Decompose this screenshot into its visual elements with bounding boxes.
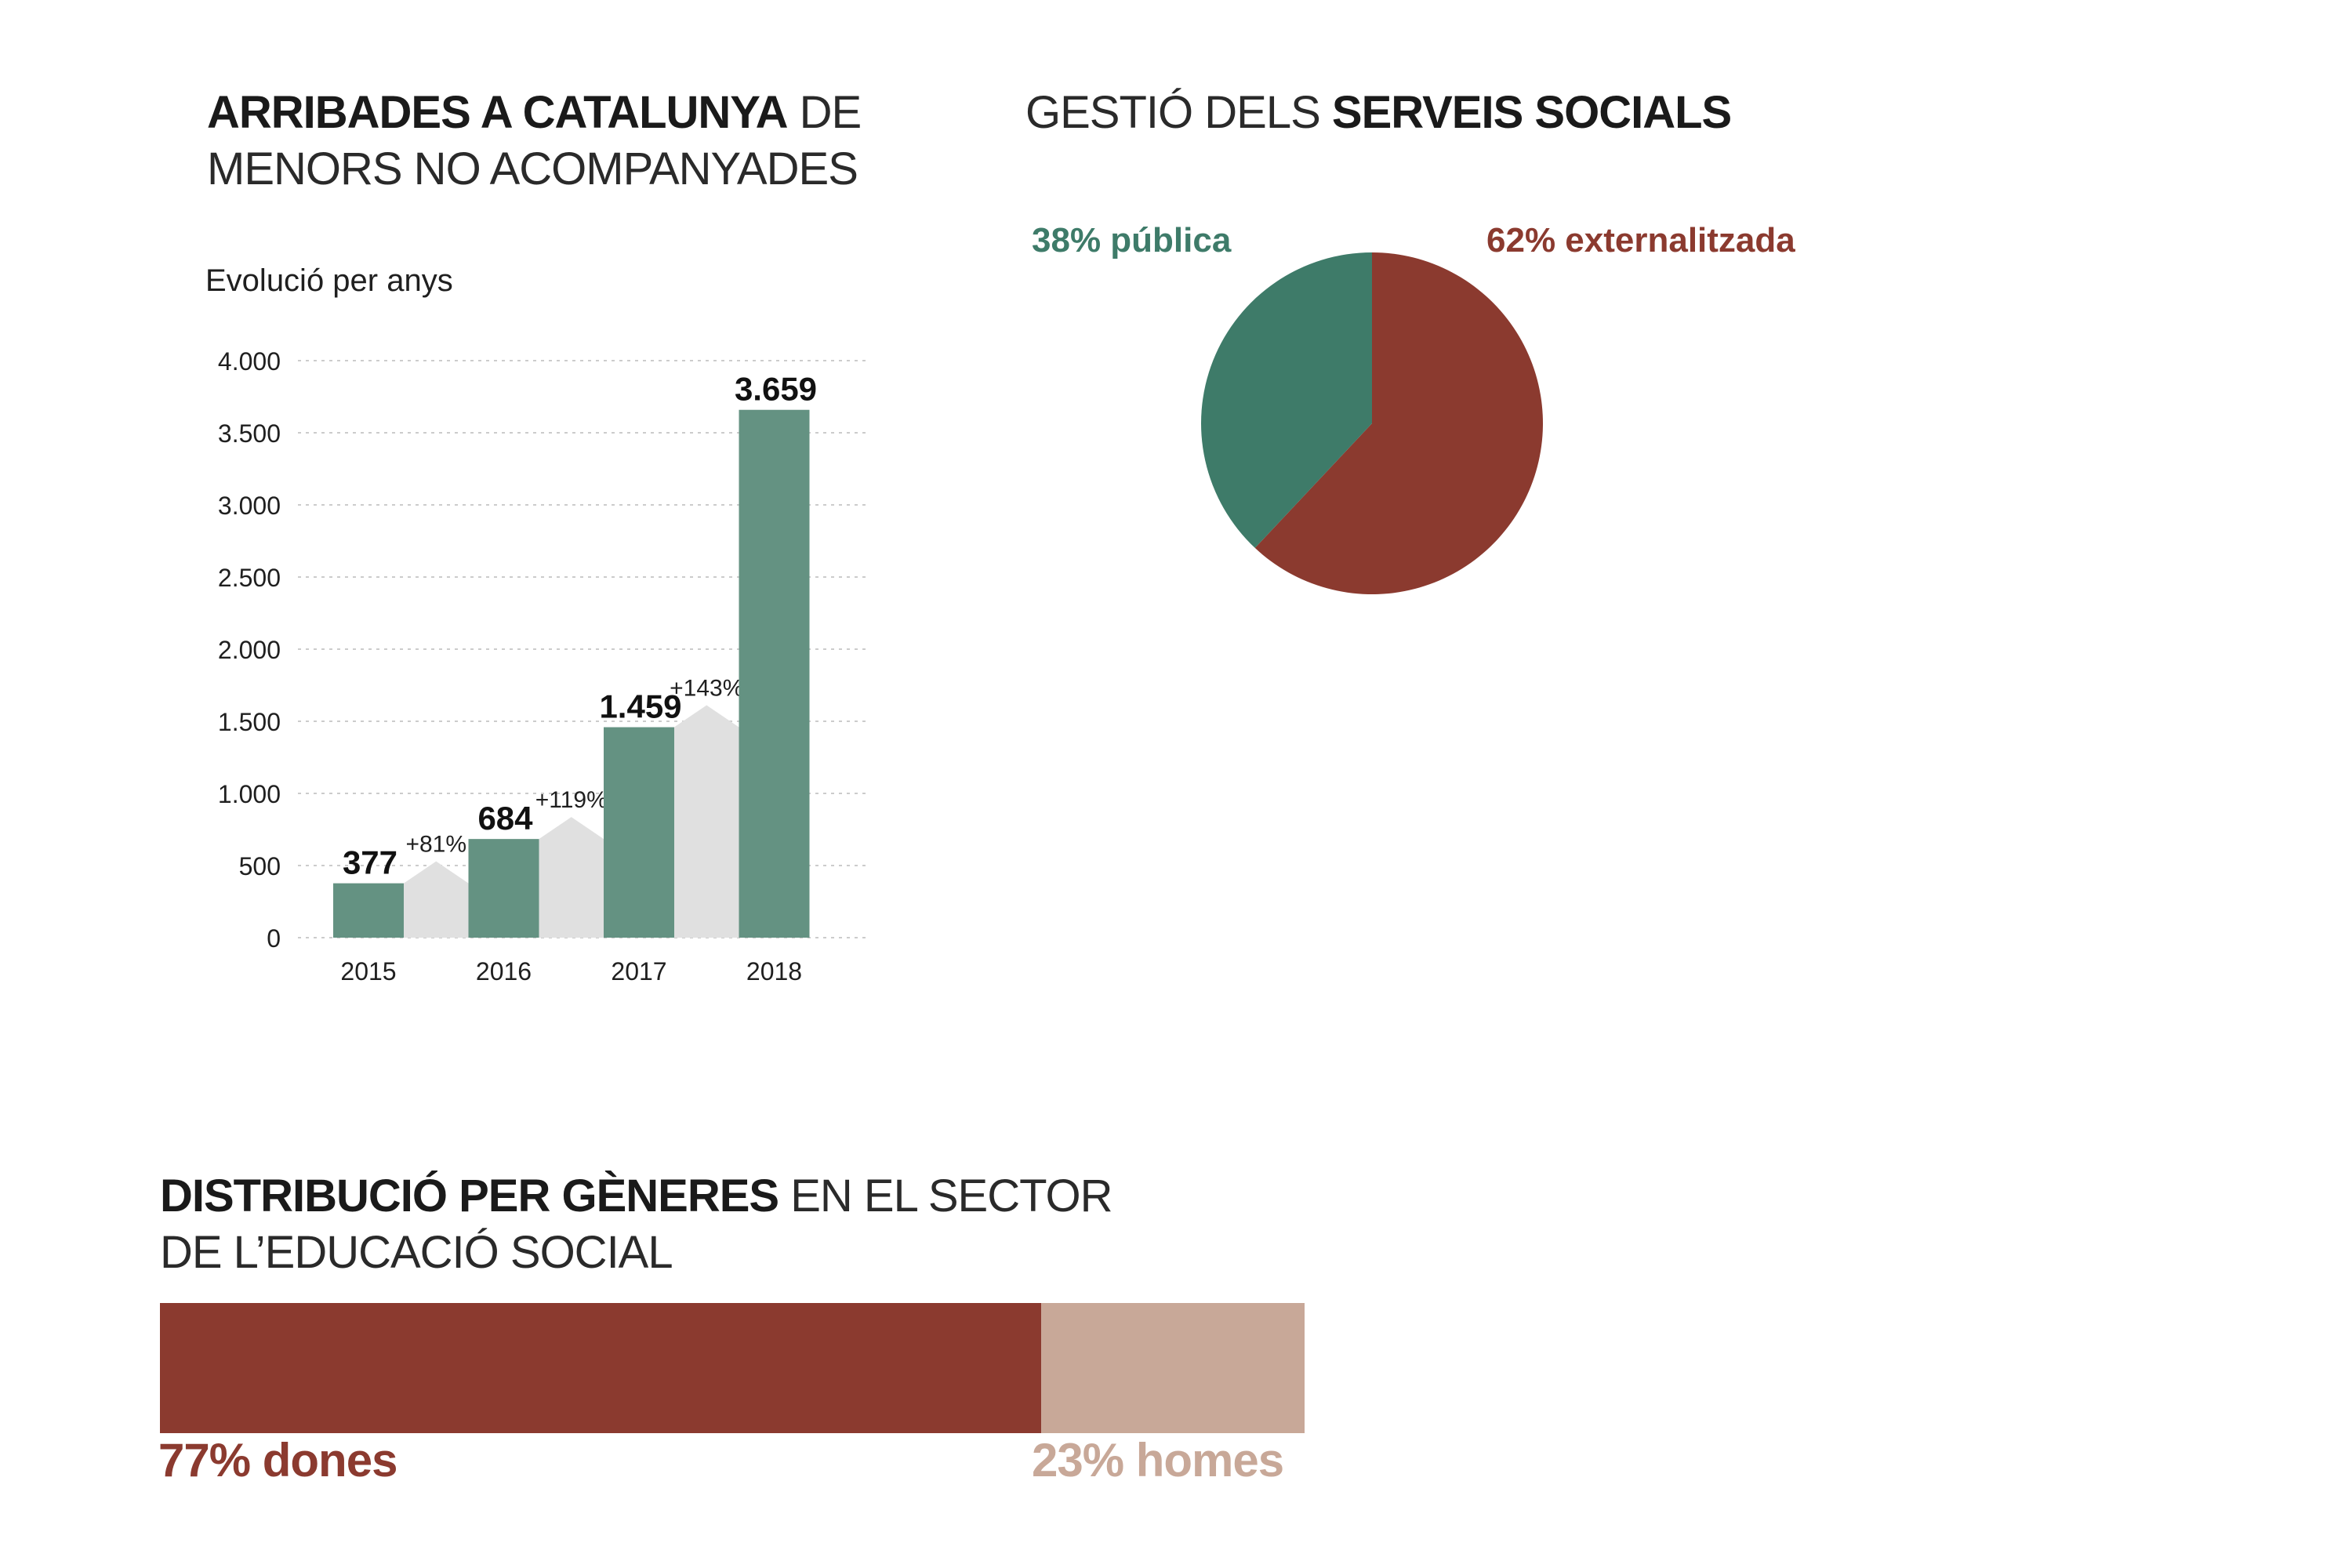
gender-title-bold: DISTRIBUCIÓ PER GÈNERES — [160, 1171, 779, 1221]
arrivals-title-rest-2: MENORS NO ACOMPANYADES — [207, 143, 858, 194]
gender-title-rest-1: EN EL SECTOR — [790, 1171, 1112, 1221]
x-tick-label: 2017 — [611, 957, 666, 985]
growth-label: +81% — [405, 832, 466, 858]
gender-label-homes: 23% homes — [1032, 1434, 1284, 1486]
pie-slice — [1201, 252, 1372, 548]
gender-label-dones: 77% dones — [158, 1434, 397, 1486]
y-tick-label: 500 — [239, 852, 281, 880]
y-tick-label: 0 — [267, 924, 281, 953]
gender-segment — [160, 1303, 1042, 1433]
growth-label: +119% — [535, 787, 608, 813]
arrivals-bar-chart: 0 500 1.000 1.500 2.000 2.500 3.000 3.500 4.000 +… — [218, 347, 870, 985]
growth-arrow — [539, 817, 604, 938]
bar-value-label: 684 — [477, 800, 533, 837]
growth-arrow — [404, 861, 469, 938]
bar — [468, 839, 539, 938]
growth-label: +143% — [670, 676, 743, 702]
y-tick-label: 1.500 — [218, 708, 281, 736]
y-tick-label: 4.000 — [218, 347, 281, 376]
arrivals-title-bold: ARRIBADES A CATALUNYA — [207, 87, 789, 138]
services-title-light: GESTIÓ DELS — [1025, 87, 1321, 138]
arrivals-title: ARRIBADES A CATALUNYA DE MENORS NO ACOMP… — [207, 85, 913, 198]
pie-label-publica: 38% pública — [1032, 221, 1232, 260]
x-tick-label: 2018 — [746, 957, 802, 985]
pie-slice — [1254, 252, 1543, 594]
bar-value-label: 377 — [343, 844, 397, 881]
services-title-bold: SERVEIS SOCIALS — [1331, 87, 1732, 138]
x-tick-label: 2015 — [340, 957, 396, 985]
y-tick-label: 3.500 — [218, 419, 281, 448]
y-tick-label: 2.000 — [218, 636, 281, 664]
gender-title: DISTRIBUCIÓ PER GÈNERES EN EL SECTOR DE … — [160, 1168, 1179, 1281]
gender-stacked-bar — [160, 1303, 1305, 1433]
bar-value-label: 3.659 — [735, 371, 817, 408]
services-pie-chart — [1201, 252, 1543, 594]
bar — [333, 883, 404, 938]
x-tick-label: 2016 — [476, 957, 532, 985]
y-tick-label: 1.000 — [218, 780, 281, 808]
y-tick-label: 2.500 — [218, 564, 281, 592]
bar — [739, 409, 810, 938]
pie-label-externalitzada: 62% externalitzada — [1486, 221, 1795, 260]
gender-segment — [1041, 1303, 1305, 1433]
gender-title-rest-2: DE L’EDUCACIÓ SOCIAL — [160, 1227, 673, 1278]
bar — [604, 727, 674, 938]
services-title: GESTIÓ DELS SERVEIS SOCIALS — [1025, 85, 1809, 141]
bar-value-label: 1.459 — [599, 688, 681, 725]
growth-arrow — [674, 705, 739, 938]
arrivals-title-rest-1: DE — [799, 87, 862, 138]
y-tick-label: 3.000 — [218, 492, 281, 520]
arrivals-subtitle: Evolució per anys — [205, 263, 453, 298]
